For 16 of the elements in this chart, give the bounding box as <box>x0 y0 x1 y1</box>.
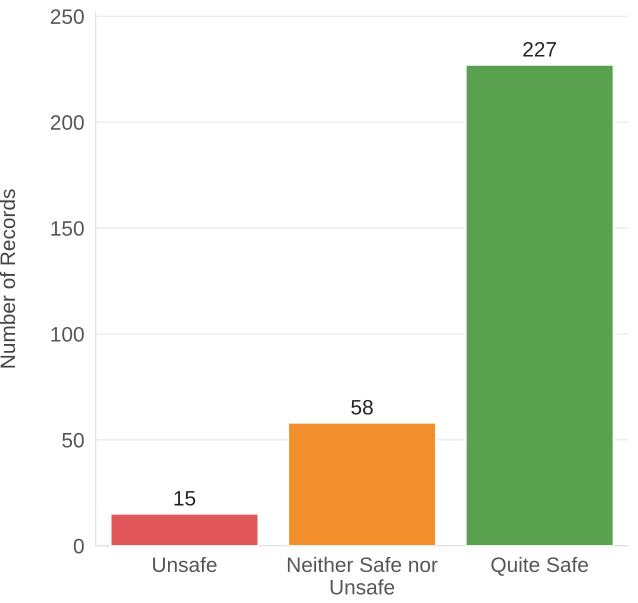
y-tick-label: 250 <box>50 9 84 24</box>
y-axis-title: Number of Records <box>0 189 16 368</box>
data-label: 227 <box>523 42 556 57</box>
x-tick-label: Quite Safe <box>491 556 588 576</box>
y-tick-label: 150 <box>51 221 84 236</box>
y-tick-label: 50 <box>62 432 84 448</box>
bar <box>110 513 259 546</box>
y-tick-label: 100 <box>51 326 84 342</box>
x-tick-label: Neither Safe nor Unsafe <box>288 556 438 595</box>
bar <box>465 64 614 546</box>
y-tick-label: 200 <box>50 115 84 130</box>
data-label: 58 <box>351 400 373 415</box>
y-tick-label: 0 <box>74 538 84 554</box>
x-tick-label: Unsafe <box>153 556 217 572</box>
data-label: 15 <box>174 491 196 506</box>
bar <box>288 422 436 546</box>
